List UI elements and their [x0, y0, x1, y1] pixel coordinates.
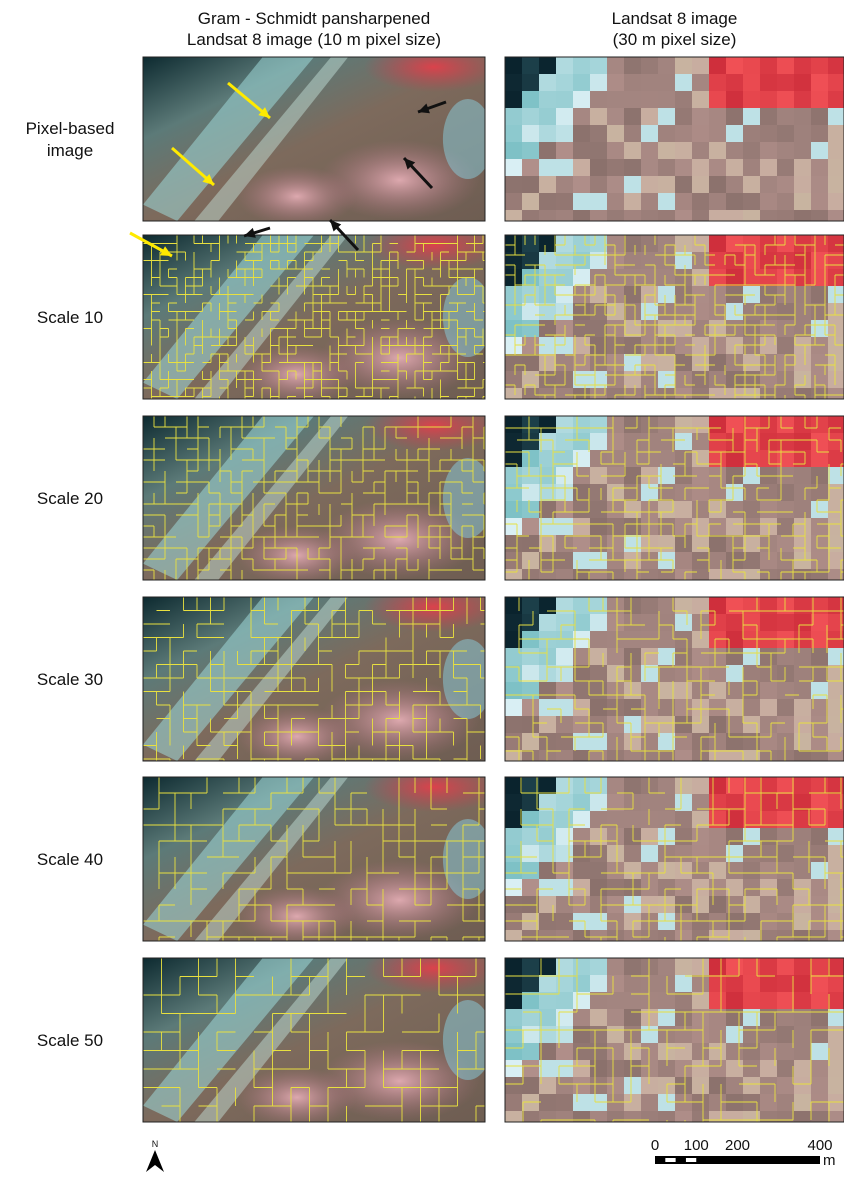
image-panel	[143, 401, 504, 585]
row-label: Pixel-based	[26, 119, 115, 138]
image-panel	[505, 597, 844, 768]
row-label: Scale 10	[37, 308, 103, 327]
row-label: Scale 20	[37, 489, 103, 508]
scale-bar-segment	[686, 1158, 696, 1162]
row-label: Scale 40	[37, 850, 103, 869]
scale-bar	[655, 1156, 820, 1164]
image-panel	[143, 762, 504, 953]
column-title: Gram - Schmidt pansharpened	[198, 9, 430, 28]
column-title: Landsat 8 image	[612, 9, 738, 28]
image-panel	[505, 777, 844, 953]
scale-bar-segment	[665, 1158, 675, 1162]
north-label: N	[152, 1139, 159, 1149]
scale-label: 200	[725, 1137, 750, 1154]
scale-label: 0	[651, 1137, 659, 1154]
column-title: Landsat 8 image (10 m pixel size)	[187, 30, 441, 49]
scale-label: 100	[684, 1137, 709, 1154]
figure: Gram - Schmidt pansharpened Landsat 8 ima…	[0, 0, 844, 1178]
image-panel	[505, 958, 844, 1138]
image-panel	[143, 943, 504, 1127]
image-panel	[505, 57, 844, 228]
row-label: Scale 50	[37, 1031, 103, 1050]
north-arrow	[146, 1150, 164, 1172]
image-panel	[505, 235, 844, 406]
image-panel	[143, 220, 504, 405]
column-title: (30 m pixel size)	[613, 30, 737, 49]
scale-unit: m	[823, 1152, 836, 1169]
row-label: image	[47, 141, 93, 160]
row-label: Scale 30	[37, 670, 103, 689]
image-panel	[143, 582, 504, 773]
image-panel	[505, 416, 844, 587]
image-panel	[143, 42, 504, 226]
